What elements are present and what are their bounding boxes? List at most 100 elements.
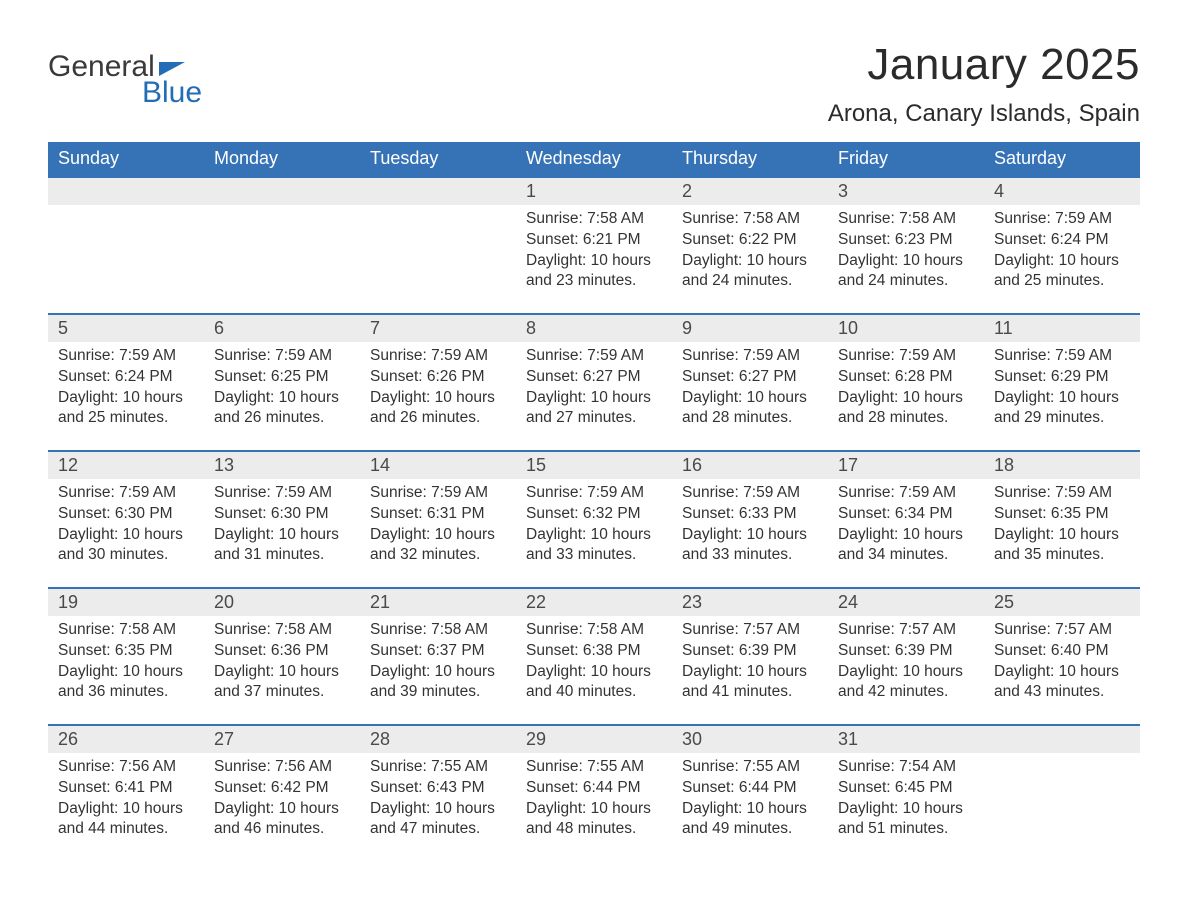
day-number: 1 — [516, 178, 672, 205]
sunset-text: Sunset: 6:40 PM — [994, 641, 1130, 662]
sunrise-text: Sunrise: 7:59 AM — [214, 346, 350, 367]
calendar: Sunday Monday Tuesday Wednesday Thursday… — [48, 142, 1140, 861]
day-number-row: 1234 — [48, 178, 1140, 205]
day-cell: Sunrise: 7:55 AMSunset: 6:43 PMDaylight:… — [360, 753, 516, 861]
daylight-text: Daylight: 10 hours and 49 minutes. — [682, 799, 818, 841]
sunset-text: Sunset: 6:30 PM — [58, 504, 194, 525]
sunset-text: Sunset: 6:27 PM — [682, 367, 818, 388]
day-cell: Sunrise: 7:59 AMSunset: 6:28 PMDaylight:… — [828, 342, 984, 450]
day-cell: Sunrise: 7:58 AMSunset: 6:37 PMDaylight:… — [360, 616, 516, 724]
day-number: 16 — [672, 452, 828, 479]
daylight-text: Daylight: 10 hours and 48 minutes. — [526, 799, 662, 841]
day-number: 17 — [828, 452, 984, 479]
sunrise-text: Sunrise: 7:55 AM — [682, 757, 818, 778]
sunrise-text: Sunrise: 7:54 AM — [838, 757, 974, 778]
day-number: 28 — [360, 726, 516, 753]
daylight-text: Daylight: 10 hours and 46 minutes. — [214, 799, 350, 841]
sunset-text: Sunset: 6:32 PM — [526, 504, 662, 525]
day-body-row: Sunrise: 7:58 AMSunset: 6:35 PMDaylight:… — [48, 616, 1140, 724]
sunrise-text: Sunrise: 7:59 AM — [214, 483, 350, 504]
sunset-text: Sunset: 6:44 PM — [526, 778, 662, 799]
day-cell: Sunrise: 7:55 AMSunset: 6:44 PMDaylight:… — [516, 753, 672, 861]
sunrise-text: Sunrise: 7:55 AM — [526, 757, 662, 778]
day-number-row: 262728293031 — [48, 726, 1140, 753]
sunrise-text: Sunrise: 7:58 AM — [526, 620, 662, 641]
sunrise-text: Sunrise: 7:58 AM — [838, 209, 974, 230]
day-number: 29 — [516, 726, 672, 753]
day-number: 20 — [204, 589, 360, 616]
daylight-text: Daylight: 10 hours and 31 minutes. — [214, 525, 350, 567]
day-number: 19 — [48, 589, 204, 616]
daylight-text: Daylight: 10 hours and 41 minutes. — [682, 662, 818, 704]
day-body-row: Sunrise: 7:56 AMSunset: 6:41 PMDaylight:… — [48, 753, 1140, 861]
sunset-text: Sunset: 6:22 PM — [682, 230, 818, 251]
daylight-text: Daylight: 10 hours and 29 minutes. — [994, 388, 1130, 430]
daylight-text: Daylight: 10 hours and 26 minutes. — [370, 388, 506, 430]
day-body-row: Sunrise: 7:59 AMSunset: 6:24 PMDaylight:… — [48, 342, 1140, 450]
day-cell: Sunrise: 7:58 AMSunset: 6:22 PMDaylight:… — [672, 205, 828, 313]
location-subtitle: Arona, Canary Islands, Spain — [828, 100, 1140, 128]
day-cell: Sunrise: 7:56 AMSunset: 6:41 PMDaylight:… — [48, 753, 204, 861]
daylight-text: Daylight: 10 hours and 23 minutes. — [526, 251, 662, 293]
day-cell — [984, 753, 1140, 861]
title-block: January 2025 Arona, Canary Islands, Spai… — [828, 40, 1140, 128]
day-cell — [360, 205, 516, 313]
daylight-text: Daylight: 10 hours and 37 minutes. — [214, 662, 350, 704]
day-number: 14 — [360, 452, 516, 479]
sunrise-text: Sunrise: 7:57 AM — [994, 620, 1130, 641]
sunset-text: Sunset: 6:43 PM — [370, 778, 506, 799]
sunrise-text: Sunrise: 7:56 AM — [214, 757, 350, 778]
weekday-header-row: Sunday Monday Tuesday Wednesday Thursday… — [48, 142, 1140, 176]
sunset-text: Sunset: 6:24 PM — [994, 230, 1130, 251]
sunset-text: Sunset: 6:25 PM — [214, 367, 350, 388]
weekday-header: Friday — [828, 142, 984, 176]
day-number: 15 — [516, 452, 672, 479]
day-cell: Sunrise: 7:59 AMSunset: 6:25 PMDaylight:… — [204, 342, 360, 450]
weekday-header: Sunday — [48, 142, 204, 176]
sunrise-text: Sunrise: 7:59 AM — [526, 346, 662, 367]
sunrise-text: Sunrise: 7:59 AM — [994, 346, 1130, 367]
sunrise-text: Sunrise: 7:58 AM — [682, 209, 818, 230]
weekday-header: Tuesday — [360, 142, 516, 176]
day-cell: Sunrise: 7:59 AMSunset: 6:24 PMDaylight:… — [984, 205, 1140, 313]
sunrise-text: Sunrise: 7:59 AM — [838, 346, 974, 367]
day-cell: Sunrise: 7:59 AMSunset: 6:35 PMDaylight:… — [984, 479, 1140, 587]
sunset-text: Sunset: 6:44 PM — [682, 778, 818, 799]
sunrise-text: Sunrise: 7:59 AM — [370, 483, 506, 504]
daylight-text: Daylight: 10 hours and 35 minutes. — [994, 525, 1130, 567]
day-number: 23 — [672, 589, 828, 616]
daylight-text: Daylight: 10 hours and 43 minutes. — [994, 662, 1130, 704]
day-cell: Sunrise: 7:55 AMSunset: 6:44 PMDaylight:… — [672, 753, 828, 861]
sunset-text: Sunset: 6:36 PM — [214, 641, 350, 662]
sunrise-text: Sunrise: 7:57 AM — [838, 620, 974, 641]
day-cell — [204, 205, 360, 313]
sunset-text: Sunset: 6:42 PM — [214, 778, 350, 799]
calendar-week: 1234Sunrise: 7:58 AMSunset: 6:21 PMDayli… — [48, 176, 1140, 313]
day-cell: Sunrise: 7:58 AMSunset: 6:21 PMDaylight:… — [516, 205, 672, 313]
day-cell: Sunrise: 7:59 AMSunset: 6:26 PMDaylight:… — [360, 342, 516, 450]
sunrise-text: Sunrise: 7:58 AM — [214, 620, 350, 641]
day-body-row: Sunrise: 7:59 AMSunset: 6:30 PMDaylight:… — [48, 479, 1140, 587]
day-number: 7 — [360, 315, 516, 342]
sunset-text: Sunset: 6:21 PM — [526, 230, 662, 251]
daylight-text: Daylight: 10 hours and 28 minutes. — [838, 388, 974, 430]
sunrise-text: Sunrise: 7:59 AM — [682, 483, 818, 504]
sunrise-text: Sunrise: 7:55 AM — [370, 757, 506, 778]
month-title: January 2025 — [828, 40, 1140, 90]
daylight-text: Daylight: 10 hours and 32 minutes. — [370, 525, 506, 567]
daylight-text: Daylight: 10 hours and 40 minutes. — [526, 662, 662, 704]
day-cell: Sunrise: 7:59 AMSunset: 6:30 PMDaylight:… — [48, 479, 204, 587]
sunrise-text: Sunrise: 7:59 AM — [994, 209, 1130, 230]
day-number-row: 12131415161718 — [48, 452, 1140, 479]
day-cell: Sunrise: 7:56 AMSunset: 6:42 PMDaylight:… — [204, 753, 360, 861]
day-cell: Sunrise: 7:58 AMSunset: 6:35 PMDaylight:… — [48, 616, 204, 724]
day-number: 10 — [828, 315, 984, 342]
day-cell: Sunrise: 7:58 AMSunset: 6:23 PMDaylight:… — [828, 205, 984, 313]
sunrise-text: Sunrise: 7:58 AM — [370, 620, 506, 641]
day-number: 21 — [360, 589, 516, 616]
sunset-text: Sunset: 6:27 PM — [526, 367, 662, 388]
daylight-text: Daylight: 10 hours and 30 minutes. — [58, 525, 194, 567]
daylight-text: Daylight: 10 hours and 25 minutes. — [58, 388, 194, 430]
day-number: 22 — [516, 589, 672, 616]
day-cell: Sunrise: 7:59 AMSunset: 6:32 PMDaylight:… — [516, 479, 672, 587]
